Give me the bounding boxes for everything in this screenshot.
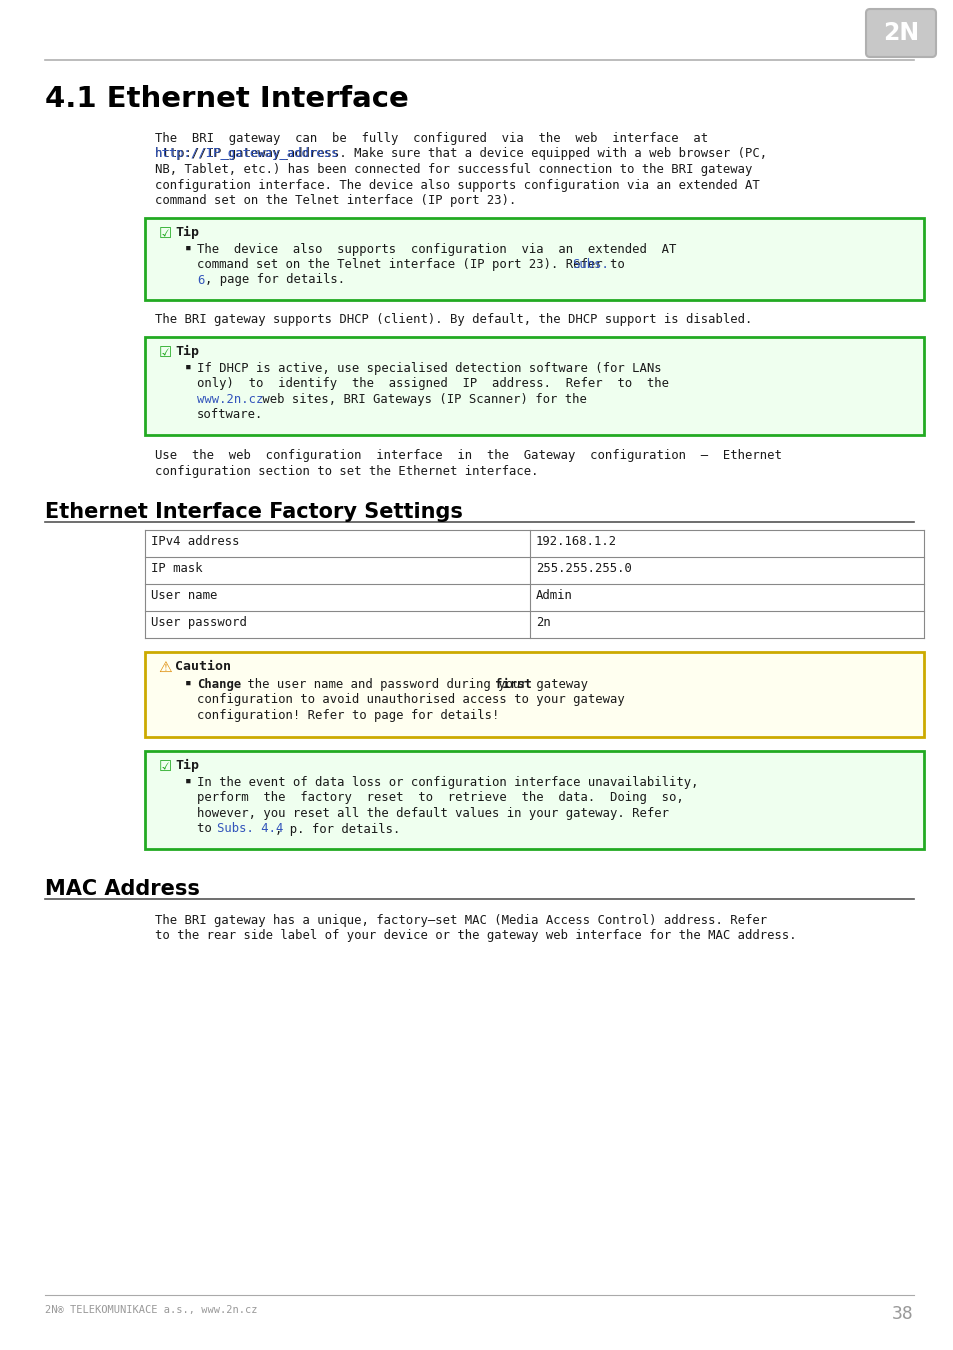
Text: IPv4 address: IPv4 address	[151, 535, 239, 548]
Text: command set on the Telnet interface (IP port 23). Refer to: command set on the Telnet interface (IP …	[196, 258, 632, 271]
Text: gateway: gateway	[529, 678, 587, 691]
Text: ▪: ▪	[185, 776, 192, 786]
Text: 6: 6	[196, 274, 204, 286]
Text: www.2n.cz: www.2n.cz	[196, 393, 263, 406]
Text: configuration section to set the Ethernet interface.: configuration section to set the Etherne…	[154, 464, 537, 478]
Text: User password: User password	[151, 616, 247, 629]
Text: Ethernet Interface Factory Settings: Ethernet Interface Factory Settings	[45, 502, 462, 522]
Text: configuration! Refer to page for details!: configuration! Refer to page for details…	[196, 709, 498, 722]
Text: ⚠: ⚠	[158, 660, 172, 675]
Text: ▪: ▪	[185, 678, 192, 688]
Text: Use  the  web  configuration  interface  in  the  Gateway  configuration  –  Eth: Use the web configuration interface in t…	[154, 450, 781, 462]
Text: 2N® TELEKOMUNIKACE a.s., www.2n.cz: 2N® TELEKOMUNIKACE a.s., www.2n.cz	[45, 1305, 257, 1315]
Text: perform  the  factory  reset  to  retrieve  the  data.  Doing  so,: perform the factory reset to retrieve th…	[196, 791, 683, 805]
FancyBboxPatch shape	[865, 9, 935, 57]
Text: The  device  also  supports  configuration  via  an  extended  AT: The device also supports configuration v…	[196, 243, 676, 255]
Text: ▪: ▪	[185, 243, 192, 252]
Text: The  BRI  gateway  can  be  fully  configured  via  the  web  interface  at: The BRI gateway can be fully configured …	[154, 132, 707, 144]
Text: to: to	[196, 822, 219, 836]
Text: Subs. 4.4: Subs. 4.4	[216, 822, 283, 836]
Text: Change: Change	[196, 678, 241, 691]
Text: web sites, BRI Gateways (IP Scanner) for the: web sites, BRI Gateways (IP Scanner) for…	[254, 393, 586, 406]
FancyBboxPatch shape	[145, 751, 923, 849]
Text: Tip: Tip	[174, 225, 199, 239]
Text: configuration interface. The device also supports configuration via an extended : configuration interface. The device also…	[154, 178, 759, 192]
Text: software.: software.	[196, 409, 263, 421]
Text: , p. for details.: , p. for details.	[274, 822, 400, 836]
Text: 2n: 2n	[536, 616, 550, 629]
Text: ▪: ▪	[185, 362, 192, 373]
Text: only)  to  identify  the  assigned  IP  address.  Refer  to  the: only) to identify the assigned IP addres…	[196, 378, 668, 390]
FancyBboxPatch shape	[145, 652, 923, 737]
Text: User name: User name	[151, 589, 217, 602]
Text: ☑: ☑	[159, 225, 172, 240]
Text: In the event of data loss or configuration interface unavailability,: In the event of data loss or configurati…	[196, 776, 698, 788]
Text: http://IP_gateway_address: http://IP_gateway_address	[154, 147, 339, 161]
Text: The BRI gateway has a unique, factory–set MAC (Media Access Control) address. Re: The BRI gateway has a unique, factory–se…	[154, 914, 766, 927]
Text: Caution: Caution	[174, 660, 231, 674]
Text: however, you reset all the default values in your gateway. Refer: however, you reset all the default value…	[196, 807, 668, 819]
Text: 192.168.1.2: 192.168.1.2	[536, 535, 617, 548]
Text: MAC Address: MAC Address	[45, 879, 200, 899]
Text: , page for details.: , page for details.	[205, 274, 345, 286]
Text: to the rear side label of your device or the gateway web interface for the MAC a: to the rear side label of your device or…	[154, 930, 796, 942]
Text: Tip: Tip	[174, 759, 199, 772]
Text: first: first	[495, 678, 532, 691]
Text: configuration to avoid unauthorised access to your gateway: configuration to avoid unauthorised acce…	[196, 694, 624, 706]
FancyBboxPatch shape	[145, 217, 923, 300]
Text: http://IP_gateway_address. Make sure that a device equipped with a web browser (: http://IP_gateway_address. Make sure tha…	[154, 147, 766, 161]
Text: ☑: ☑	[159, 346, 172, 360]
Text: NB, Tablet, etc.) has been connected for successful connection to the BRI gatewa: NB, Tablet, etc.) has been connected for…	[154, 163, 752, 176]
Text: ☑: ☑	[159, 759, 172, 774]
Text: IP mask: IP mask	[151, 562, 202, 575]
Text: 2N: 2N	[882, 22, 918, 45]
Text: Tip: Tip	[174, 346, 199, 358]
Text: the user name and password during your: the user name and password during your	[240, 678, 535, 691]
Text: The BRI gateway supports DHCP (client). By default, the DHCP support is disabled: The BRI gateway supports DHCP (client). …	[154, 313, 752, 327]
Text: If DHCP is active, use specialised detection software (for LANs: If DHCP is active, use specialised detec…	[196, 362, 661, 375]
Text: 38: 38	[891, 1305, 913, 1323]
Text: 4.1 Ethernet Interface: 4.1 Ethernet Interface	[45, 85, 408, 113]
FancyBboxPatch shape	[145, 338, 923, 435]
Text: 255.255.255.0: 255.255.255.0	[536, 562, 631, 575]
Text: Subs.: Subs.	[572, 258, 608, 271]
Text: Admin: Admin	[536, 589, 572, 602]
Text: command set on the Telnet interface (IP port 23).: command set on the Telnet interface (IP …	[154, 194, 516, 207]
